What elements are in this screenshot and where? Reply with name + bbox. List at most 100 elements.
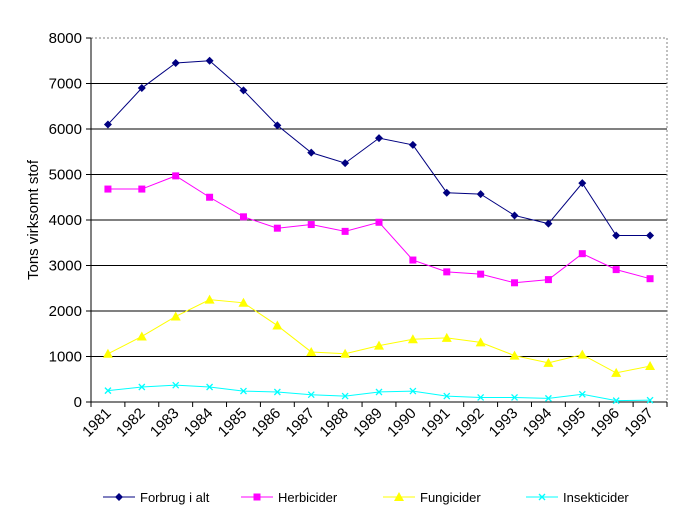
data-point-fungicider — [136, 331, 147, 341]
data-point-fungicider — [611, 367, 622, 377]
x-tick-label: 1983 — [147, 405, 183, 441]
data-point-herbicider — [612, 266, 620, 274]
data-point-insekticider — [206, 383, 214, 391]
x-tick-label: 1995 — [554, 405, 590, 441]
y-axis-title: Tons virksomt stof — [25, 159, 42, 280]
data-point-herbicider — [307, 221, 315, 229]
data-point-insekticider — [443, 392, 451, 400]
data-point-herbicider — [646, 275, 654, 283]
data-point-fungicider — [407, 334, 418, 344]
data-point-forbrug-i-alt — [205, 56, 214, 65]
legend-label-herbicider: Herbicider — [278, 490, 338, 505]
data-point-forbrug-i-alt — [544, 219, 553, 228]
data-point-herbicider — [273, 224, 281, 232]
data-point-insekticider — [172, 381, 180, 389]
x-tick-label: 1993 — [486, 405, 522, 441]
data-point-herbicider — [239, 213, 247, 221]
x-tick-label: 1988 — [316, 405, 352, 441]
data-point-forbrug-i-alt — [171, 59, 180, 68]
legend-marker-herbicider — [253, 493, 261, 501]
data-point-herbicider — [409, 256, 417, 264]
data-point-forbrug-i-alt — [612, 231, 621, 240]
data-point-fungicider — [441, 332, 452, 342]
data-point-insekticider — [477, 393, 485, 401]
data-point-forbrug-i-alt — [510, 211, 519, 220]
data-point-fungicider — [374, 340, 384, 350]
data-point-fungicider — [306, 346, 317, 356]
data-point-insekticider — [273, 388, 281, 396]
data-point-insekticider — [240, 387, 247, 395]
legend-label-fungicider: Fungicider — [420, 490, 481, 505]
y-tick-label: 2000 — [49, 303, 82, 320]
y-tick-label: 3000 — [49, 258, 82, 275]
data-point-insekticider — [138, 383, 146, 391]
data-point-fungicider — [645, 361, 656, 371]
x-tick-label: 1984 — [181, 405, 217, 441]
data-point-herbicider — [341, 227, 349, 235]
y-tick-label: 0 — [74, 394, 82, 411]
legend-label-forbrug-i-alt: Forbrug i alt — [140, 490, 210, 505]
data-point-fungicider — [509, 350, 520, 360]
data-point-herbicider — [206, 193, 214, 201]
data-point-forbrug-i-alt — [408, 140, 417, 149]
data-point-herbicider — [443, 268, 451, 276]
data-point-fungicider — [577, 349, 588, 359]
y-tick-label: 1000 — [49, 349, 82, 366]
data-point-insekticider — [646, 396, 654, 404]
y-tick-label: 5000 — [49, 167, 82, 184]
series-line-herbicider — [107, 175, 651, 284]
data-point-forbrug-i-alt — [476, 190, 485, 199]
y-tick-label: 4000 — [49, 212, 82, 229]
data-point-fungicider — [204, 294, 215, 304]
legend-label-insekticider: Insekticider — [563, 490, 629, 505]
x-tick-label: 1986 — [249, 405, 285, 441]
data-point-forbrug-i-alt — [375, 134, 383, 143]
x-tick-label: 1996 — [587, 405, 623, 441]
data-point-fungicider — [543, 357, 554, 367]
data-point-fungicider — [340, 348, 351, 358]
data-point-insekticider — [375, 388, 383, 396]
data-point-herbicider — [477, 270, 485, 278]
x-tick-label: 1994 — [520, 405, 556, 441]
x-tick-label: 1997 — [621, 405, 657, 441]
series-line-forbrug-i-alt — [107, 60, 651, 236]
data-point-forbrug-i-alt — [341, 159, 350, 168]
data-point-insekticider — [511, 393, 518, 401]
data-point-insekticider — [307, 391, 315, 399]
data-point-herbicider — [172, 172, 180, 180]
data-point-forbrug-i-alt — [578, 179, 587, 188]
x-tick-label: 1982 — [113, 405, 149, 441]
x-tick-label: 1992 — [452, 405, 488, 441]
data-point-insekticider — [341, 392, 349, 400]
data-point-fungicider — [170, 311, 181, 321]
data-point-fungicider — [102, 348, 113, 358]
data-point-forbrug-i-alt — [442, 188, 451, 197]
data-point-fungicider — [272, 320, 283, 330]
x-tick-label: 1991 — [418, 405, 454, 441]
y-tick-label: 7000 — [49, 76, 82, 93]
x-tick-label: 1981 — [79, 405, 115, 441]
x-tick-label: 1990 — [384, 405, 420, 441]
data-point-fungicider — [238, 297, 249, 307]
data-point-fungicider — [475, 337, 486, 347]
x-tick-label: 1985 — [215, 405, 251, 441]
legend-marker-fungicider — [394, 492, 404, 501]
y-tick-label: 8000 — [49, 30, 82, 47]
data-point-forbrug-i-alt — [646, 231, 655, 240]
data-point-herbicider — [544, 276, 552, 284]
data-point-herbicider — [138, 185, 146, 193]
x-tick-label: 1989 — [350, 405, 386, 441]
data-point-insekticider — [544, 394, 552, 402]
data-point-insekticider — [578, 390, 586, 398]
data-point-insekticider — [612, 397, 620, 405]
data-point-forbrug-i-alt — [307, 148, 316, 157]
data-point-herbicider — [511, 279, 519, 287]
data-point-forbrug-i-alt — [137, 84, 146, 93]
data-point-forbrug-i-alt — [239, 86, 248, 95]
x-tick-label: 1987 — [282, 405, 318, 441]
data-point-herbicider — [578, 250, 586, 258]
y-tick-label: 6000 — [49, 121, 82, 138]
data-point-forbrug-i-alt — [273, 121, 282, 130]
